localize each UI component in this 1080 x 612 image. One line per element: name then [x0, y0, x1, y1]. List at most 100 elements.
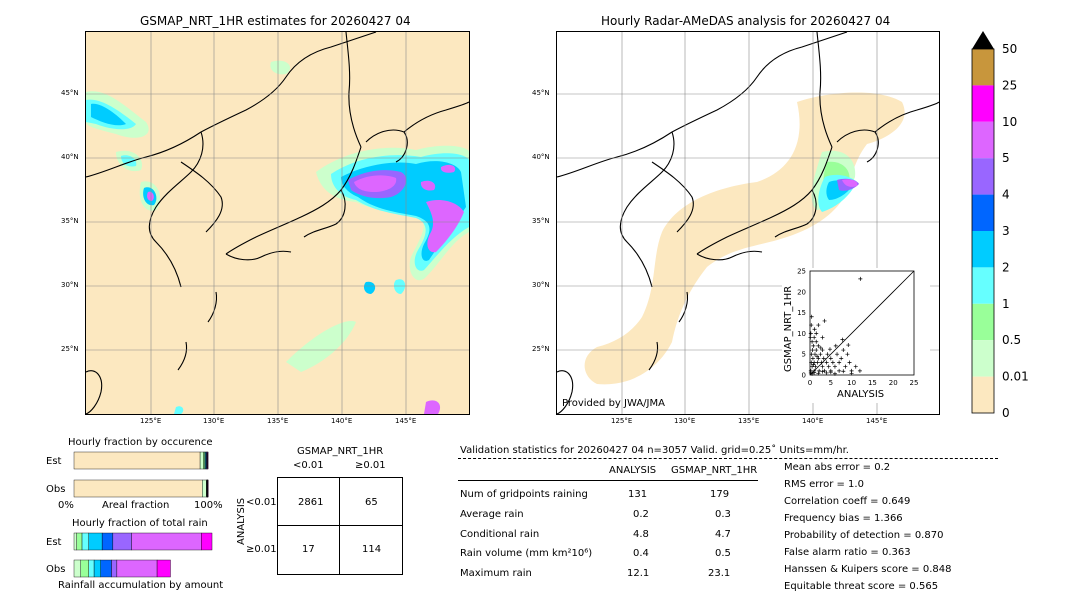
validation-header: Validation statistics for 20260427 04 n=… [460, 445, 849, 456]
stat-analysis: 4.8 [633, 529, 649, 540]
score-line: RMS error = 1.0 [784, 479, 864, 490]
total-rain-bar-segment [100, 559, 112, 578]
left-lat-35: 35°N [61, 217, 79, 225]
scatter-point [810, 339, 815, 344]
colorbar-segment [972, 267, 994, 304]
contingency-cell-lt-ge: 65 [365, 497, 378, 508]
stat-gsmap: 4.7 [715, 529, 731, 540]
contingency-vline [339, 478, 340, 574]
col-header-analysis: ANALYSIS [609, 465, 657, 476]
colorbar-label: 0 [1002, 406, 1010, 420]
scatter-point [810, 356, 815, 361]
scatter-point [809, 323, 814, 328]
scatter-point [809, 314, 814, 319]
colorbar-segment [972, 85, 994, 122]
scatter-point [849, 371, 854, 376]
colorbar-label: 0.5 [1002, 333, 1021, 347]
left-lon-130: 130°E [203, 417, 225, 425]
occurence-xlabel: Areal fraction [102, 500, 170, 511]
right-lon-125: 125°E [611, 417, 633, 425]
scatter-point [832, 364, 837, 369]
left-lat-45: 45°N [61, 89, 79, 97]
scatter-y-tick: 15 [797, 309, 806, 317]
scatter-point [826, 364, 831, 369]
stat-gsmap: 23.1 [708, 568, 731, 579]
scatter-point [841, 348, 846, 353]
total-rain-bar-segment [88, 532, 103, 551]
scatter-point [822, 318, 827, 323]
scatter-x-tick: 10 [847, 379, 856, 387]
contingency-cell-lt-lt: 2861 [298, 497, 324, 508]
scatter-point [819, 360, 824, 365]
scatter-y-tick: 20 [797, 288, 806, 296]
score-line: Hanssen & Kuipers score = 0.848 [784, 564, 952, 575]
total-rain-bar-segment [73, 532, 77, 551]
scatter-point [837, 368, 842, 373]
stat-label: Maximum rain [460, 568, 532, 579]
right-lat-40: 40°N [532, 153, 550, 161]
scatter-x-tick: 0 [808, 379, 812, 387]
colorbar-label: 0.01 [1002, 370, 1029, 384]
occurence-label-obs: Obs [46, 484, 66, 495]
scatter-point [828, 356, 833, 361]
scatter-diagonal [809, 270, 915, 376]
scatter-x-tick: 25 [910, 379, 919, 387]
colorbar-label: 3 [1002, 224, 1010, 238]
left-lon-135: 135°E [267, 417, 289, 425]
scatter-point [830, 360, 835, 365]
stat-analysis: 0.4 [633, 548, 649, 559]
total-rain-bar-segment [111, 559, 118, 578]
stat-label: Conditional rain [460, 529, 540, 540]
right-lon-145: 145°E [866, 417, 888, 425]
contingency-title: GSMAP_NRT_1HR [297, 446, 384, 457]
colorbar-segment [972, 194, 994, 231]
scatter-point [815, 360, 820, 365]
scatter-point [818, 345, 823, 350]
contingency-cell-ge-ge: 114 [362, 544, 382, 555]
scatter-point [808, 335, 813, 340]
colorbar-label: 1 [1002, 297, 1010, 311]
scatter-point [816, 343, 821, 348]
colorbar-segment [972, 49, 994, 86]
scatter-point [812, 370, 817, 375]
gsmap-estimates-map [85, 31, 470, 415]
stat-gsmap: 0.5 [715, 548, 731, 559]
total-rain-bar-segment [81, 532, 89, 551]
score-line: Probability of detection = 0.870 [784, 530, 944, 541]
occurence-bar-segment [73, 479, 203, 498]
occurence-tick-0: 0% [58, 500, 74, 511]
gsmap-rain-field [86, 32, 469, 414]
colorbar-extend-arrow [972, 31, 994, 49]
occurence-bar-segment [203, 451, 205, 470]
stat-analysis: 12.1 [627, 568, 650, 579]
total-rain-bar-segment [88, 559, 95, 578]
colorbar-segment [972, 121, 994, 159]
scatter-y-tick: 25 [797, 268, 806, 276]
score-line: False alarm ratio = 0.363 [784, 547, 911, 558]
left-lon-125: 125°E [140, 417, 162, 425]
scatter-point [812, 327, 817, 332]
scatter-point [816, 371, 821, 376]
scatter-point [818, 352, 823, 357]
left-lon-145: 145°E [395, 417, 417, 425]
total-rain-bar-segment [101, 532, 114, 551]
colorbar-frame [971, 48, 995, 414]
contingency-grid: 2861 65 17 114 [277, 477, 403, 575]
total-rain-label-est: Est [46, 537, 62, 548]
occurence-title: Hourly fraction by occurence [68, 437, 213, 448]
scatter-point [820, 369, 825, 374]
left-lat-25: 25°N [61, 345, 79, 353]
validation-header-rule [458, 458, 998, 459]
scatter-point [824, 360, 829, 365]
colorbar-label: 5 [1002, 151, 1010, 165]
left-map-title: GSMAP_NRT_1HR estimates for 20260427 04 [140, 14, 411, 28]
colorbar-label: 2 [1002, 260, 1010, 274]
scatter-point [828, 370, 833, 375]
occurence-tick-100: 100% [194, 500, 223, 511]
total-rain-bar-segment [112, 532, 132, 551]
contingency-row-lt: <0.01 [246, 497, 277, 508]
scatter-point [837, 360, 842, 365]
